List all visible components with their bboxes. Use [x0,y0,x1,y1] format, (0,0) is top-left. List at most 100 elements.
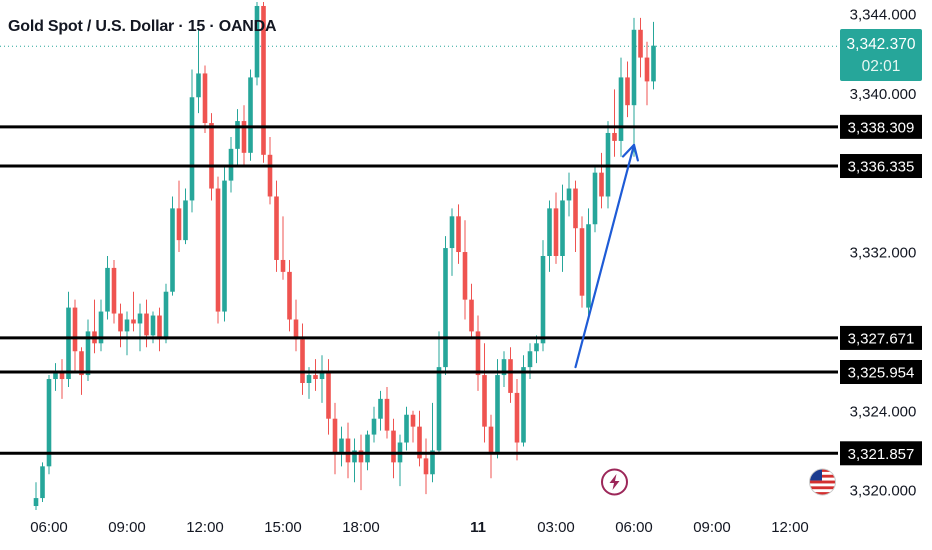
arrow-head [621,143,639,162]
events-layer [601,468,836,496]
candle-body [482,375,487,427]
candle [105,256,110,320]
candle-body [176,208,182,241]
candle-body [157,315,162,340]
arrow-shaft [574,143,636,369]
candle-body [612,132,617,141]
level-label: 3,321.857 [848,446,915,463]
level-label: 3,336.335 [848,159,915,176]
candle [449,208,455,276]
candle [553,192,559,264]
candle [592,164,598,233]
lightning-icon[interactable] [601,468,628,496]
candle-body [566,188,572,201]
candle [417,410,422,467]
candle [254,2,260,86]
candle-body [267,154,273,197]
candle-body [170,208,175,292]
candle [599,152,604,209]
candle [443,236,448,376]
x-tick-label: 11 [470,519,486,536]
y-tick-label: 3,324.000 [850,403,917,420]
candle-body [423,458,429,475]
candle [547,200,552,272]
candle [215,176,221,324]
candle [176,180,182,253]
candle [527,343,533,380]
level-label-bg [840,441,922,466]
candle [534,335,539,364]
candle-body [638,29,643,58]
candle-body [547,208,552,256]
candle [436,331,442,455]
candle [163,283,169,344]
candle [59,359,65,399]
candle-body [631,29,637,106]
candle-body [534,343,539,352]
candle [456,204,461,264]
candle-body [53,371,58,380]
candle-body [644,57,650,82]
candle [352,438,357,483]
us-flag-icon[interactable] [809,468,836,496]
candle [618,57,624,157]
candle-body [163,291,169,340]
candle-body [287,271,292,320]
candle [98,299,104,352]
candle [579,216,585,308]
candle [475,315,481,391]
y-tick-label: 3,340.000 [850,86,917,103]
candle [560,184,565,272]
candle [280,216,286,280]
candle-body [540,256,546,344]
candle-body [651,45,656,82]
candle-body [586,224,591,308]
candle-body [131,319,136,324]
bar-countdown: 02:01 [861,58,901,75]
candle [378,390,383,431]
candle [170,196,175,296]
candle [326,359,331,435]
candle-body [215,188,221,312]
candle-body [592,172,598,225]
candle-body [33,498,39,507]
candle-body [293,319,299,340]
candle-body [332,418,338,455]
candle-body [579,228,585,296]
candle-body [202,73,208,124]
candle [222,164,227,322]
level-label: 3,325.954 [848,364,915,381]
level-label: 3,338.309 [848,119,915,136]
candle [521,355,526,447]
candle [488,414,494,479]
candle [631,17,637,157]
candle [33,482,39,510]
candle-body [475,331,481,376]
candle-body [430,450,435,475]
candle-body [124,319,130,332]
candle [183,188,188,245]
x-tick-label: 06:00 [615,519,653,536]
candle-body [404,414,409,443]
candle-body [449,216,455,249]
candle-body [358,450,364,463]
candle [410,410,416,443]
candle [137,303,143,352]
candle [397,434,403,487]
candle [300,323,305,395]
candle-body [391,430,396,463]
candle [261,2,266,163]
candle [196,29,201,114]
candle-body [319,371,325,380]
candle-body [378,398,383,419]
candle-body [144,313,149,336]
candle [495,359,500,459]
candle-body [365,434,370,463]
candle-body [59,371,65,380]
candle-body [384,398,390,431]
candle-body [469,299,474,332]
candle-body [352,450,357,463]
level-label-bg [840,114,922,139]
